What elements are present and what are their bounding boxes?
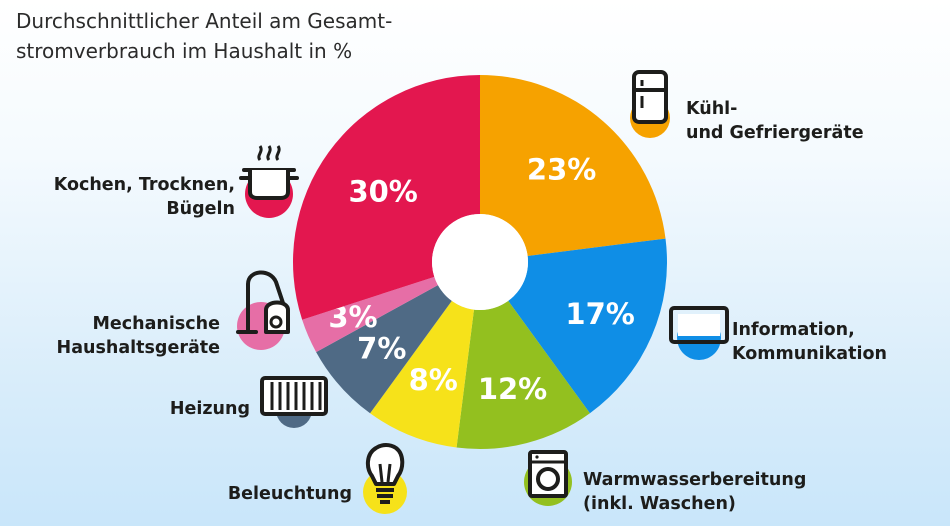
label-kochen-line-2: Bügeln xyxy=(166,199,235,219)
label-warmwasser: Warmwasserbereitung (inkl. Waschen) xyxy=(583,468,806,516)
pie-slice-mechanisch xyxy=(302,276,438,353)
label-beleuchtung: Beleuchtung xyxy=(200,482,352,506)
slice-value-label-info: 17% xyxy=(565,297,634,331)
label-kuehl-line-2: und Gefriergeräte xyxy=(686,123,864,143)
label-mechanisch: Mechanische Haushaltsgeräte xyxy=(40,312,220,360)
label-info: Information, Kommunikation xyxy=(732,318,887,366)
slice-value-label-beleuchtung: 8% xyxy=(409,363,458,397)
cooking-pot-icon xyxy=(239,145,299,218)
label-heizung: Heizung xyxy=(130,397,250,421)
label-heizung-line-1: Heizung xyxy=(169,399,250,419)
label-info-line-2: Kommunikation xyxy=(732,344,887,364)
title-line-1: Durchschnittlicher Anteil am Gesamt- xyxy=(16,9,393,33)
title-line-2: stromverbrauch im Haushalt in % xyxy=(16,39,353,63)
washing-machine-icon xyxy=(524,450,572,506)
pie-slice-heizung xyxy=(316,285,452,414)
pie-slice-info xyxy=(508,238,667,414)
label-kochen-line-1: Kochen, Trocknen, xyxy=(53,175,235,195)
radiator-icon xyxy=(260,376,328,428)
label-warmwasser-line-2: (inkl. Waschen) xyxy=(583,494,736,514)
monitor-icon xyxy=(669,306,729,360)
label-beleuchtung-line-1: Beleuchtung xyxy=(227,484,352,504)
label-warmwasser-line-1: Warmwasserbereitung xyxy=(583,470,807,490)
slice-value-label-kuehl: 23% xyxy=(527,152,596,186)
pie-slice-kuehl xyxy=(480,75,666,256)
fridge-icon xyxy=(630,70,670,138)
chart-title: Durchschnittlicher Anteil am Gesamt- str… xyxy=(16,6,436,66)
slice-value-label-kochen: 30% xyxy=(348,175,417,209)
pie-slice-kochen xyxy=(292,75,480,320)
donut-hole xyxy=(432,214,528,310)
slice-value-label-warmwasser: 12% xyxy=(478,372,547,406)
label-kuehl: Kühl- und Gefriergeräte xyxy=(686,97,864,145)
label-kuehl-line-1: Kühl- xyxy=(686,99,738,119)
label-kochen: Kochen, Trocknen, Bügeln xyxy=(30,173,235,221)
label-info-line-1: Information, xyxy=(732,320,855,340)
label-mechanisch-line-2: Haushaltsgeräte xyxy=(56,338,220,358)
vacuum-cleaner-icon xyxy=(236,270,290,350)
label-mechanisch-line-1: Mechanische xyxy=(92,314,221,334)
pie-slice-warmwasser xyxy=(456,300,590,449)
pie-slice-beleuchtung xyxy=(370,300,474,448)
slice-value-label-heizung: 7% xyxy=(357,332,406,366)
light-bulb-icon xyxy=(363,443,407,514)
